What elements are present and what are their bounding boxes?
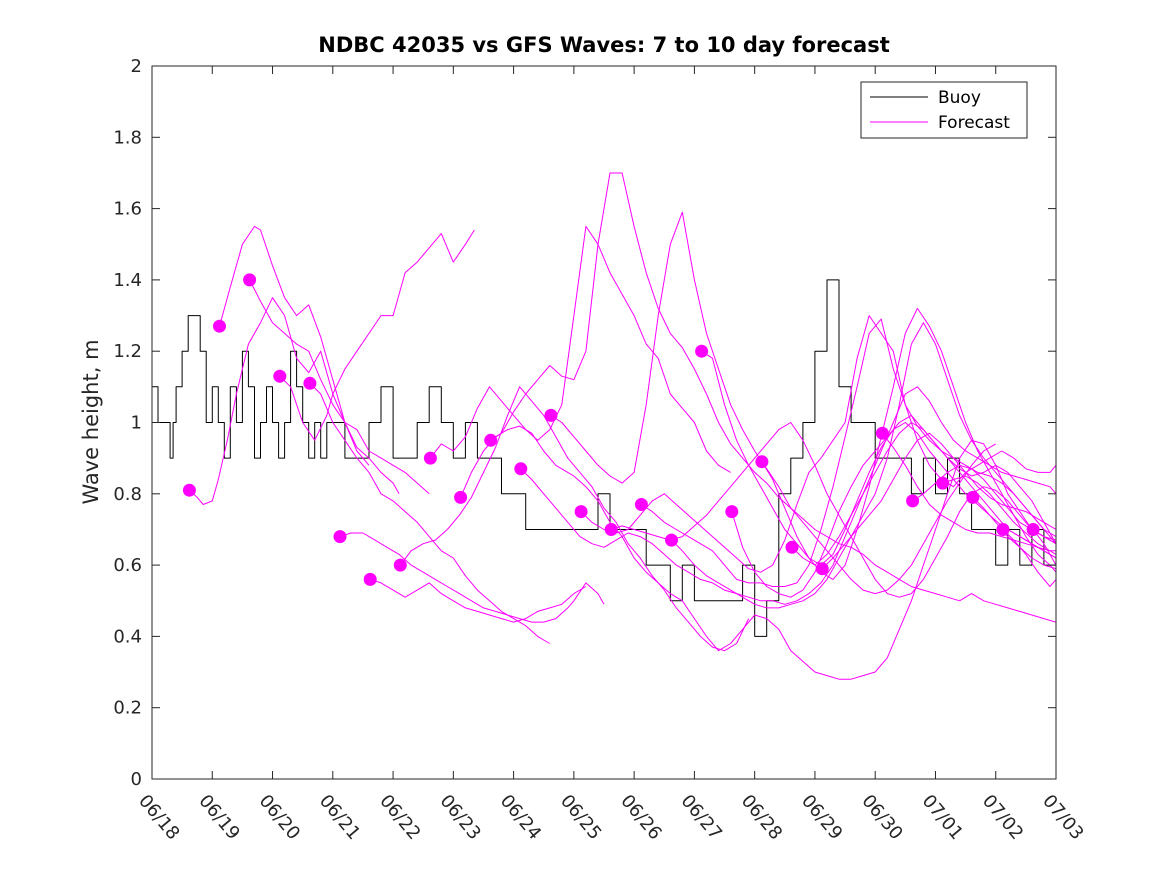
forecast-series-line-23 — [882, 432, 1056, 552]
y-tick-label: 1.8 — [113, 127, 142, 148]
forecast-start-marker-23 — [875, 426, 889, 440]
forecast-series-line-22 — [821, 432, 1056, 570]
y-tick-label: 0.2 — [113, 698, 142, 719]
forecast-start-marker-18 — [695, 344, 709, 358]
forecast-start-marker-14 — [574, 505, 588, 519]
legend-label-forecast: Forecast — [938, 113, 1010, 133]
y-axis: 0 0.2 0.4 0.6 0.8 1 1.2 1.4 1.6 1.8 2 — [113, 56, 1056, 790]
forecast-series-line-8 — [399, 386, 750, 652]
y-axis-label: Wave height, m — [79, 339, 103, 504]
chart-title: NDBC 42035 vs GFS Waves: 7 to 10 day for… — [318, 33, 889, 57]
y-tick-label: 0.6 — [113, 555, 142, 576]
y-tick-label: 0 — [131, 769, 142, 790]
forecast-start-marker-13 — [544, 408, 558, 422]
forecast-start-marker-19 — [725, 505, 739, 519]
forecast-start-marker-6 — [333, 530, 347, 544]
forecast-series-line-21 — [791, 422, 1056, 566]
legend-label-buoy: Buoy — [938, 88, 981, 108]
y-tick-label: 1.4 — [113, 270, 142, 291]
forecast-series-line-14 — [580, 315, 1056, 573]
forecast-start-marker-21 — [785, 540, 799, 554]
forecast-start-marker-26 — [966, 490, 980, 504]
forecast-series-line-16 — [641, 318, 1056, 587]
legend-box — [860, 81, 1028, 139]
plot-area — [151, 65, 1057, 780]
forecast-series-line-3 — [249, 279, 430, 495]
forecast-series-line-26 — [972, 497, 1056, 570]
forecast-series-line-2 — [219, 225, 400, 495]
y-tick-label: 1 — [131, 413, 142, 434]
forecast-series-line-10 — [460, 425, 1056, 680]
forecast-start-marker-28 — [1026, 523, 1040, 536]
forecast-series-line-1 — [189, 297, 370, 505]
forecast-start-marker-2 — [213, 319, 226, 333]
forecast-start-marker-16 — [634, 498, 648, 511]
forecast-start-marker-10 — [454, 490, 468, 504]
forecast-start-marker-4 — [273, 369, 287, 383]
forecast-start-marker-12 — [514, 462, 528, 476]
forecast-start-marker-25 — [936, 476, 950, 490]
forecast-start-marker-22 — [815, 562, 829, 576]
forecast-series-line-11 — [490, 172, 1056, 623]
legend: Buoy Forecast — [860, 81, 1028, 139]
y-tick-label: 2 — [131, 56, 142, 77]
forecast-series-line-6 — [339, 532, 605, 623]
forecast-start-marker-7 — [363, 572, 377, 586]
forecast-series-line-15 — [611, 422, 1056, 598]
forecast-start-marker-27 — [996, 523, 1010, 536]
forecast-series-line-7 — [370, 578, 587, 623]
y-tick-label: 0.8 — [113, 484, 142, 505]
forecast-start-marker-1 — [182, 483, 196, 497]
y-tick-label: 0.4 — [113, 626, 142, 647]
forecast-series-line-12 — [520, 386, 1056, 605]
forecast-start-marker-11 — [484, 433, 498, 447]
forecast-start-marker-20 — [755, 455, 769, 469]
forecast-start-marker-5 — [303, 376, 317, 390]
forecast-series-line-4 — [279, 229, 475, 441]
forecast-start-marker-15 — [604, 523, 618, 536]
series-group — [152, 172, 1056, 680]
forecast-start-marker-24 — [906, 494, 920, 508]
forecast-start-marker-17 — [665, 533, 678, 547]
forecast-series-line-13 — [550, 211, 996, 595]
forecast-series-line-5 — [309, 382, 551, 644]
forecast-series-line-27 — [1002, 529, 1056, 587]
forecast-start-marker-8 — [393, 558, 407, 572]
forecast-series-line-25 — [942, 475, 1056, 555]
forecast-start-marker-9 — [423, 451, 437, 465]
forecast-start-marker-3 — [243, 273, 257, 287]
y-tick-label: 1.6 — [113, 199, 142, 220]
forecast-series-line-9 — [430, 225, 731, 473]
y-tick-label: 1.2 — [113, 341, 142, 362]
